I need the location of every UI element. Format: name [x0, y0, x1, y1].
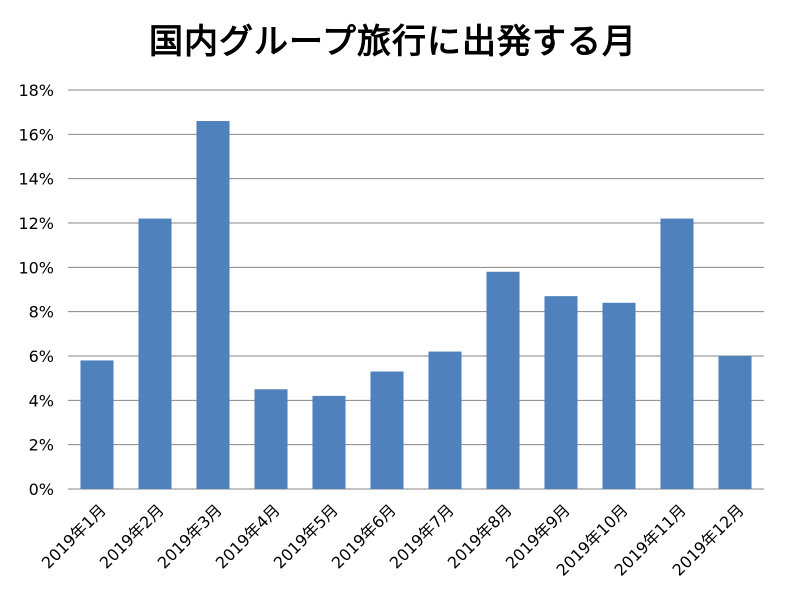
bar — [428, 351, 462, 489]
bar — [138, 218, 172, 490]
bar — [312, 395, 346, 489]
y-tick-label: 6% — [29, 347, 54, 366]
y-tick-label: 2% — [29, 436, 54, 455]
bar — [660, 218, 694, 490]
bar — [602, 302, 636, 489]
bar — [718, 356, 752, 489]
bar — [544, 296, 578, 489]
y-tick-label: 4% — [29, 391, 54, 410]
y-tick-label: 14% — [18, 170, 54, 189]
y-axis-ticks: 0% 2% 4% 6% 8% 10% 12% 14% 16% 18% — [18, 81, 54, 499]
gridlines — [68, 89, 764, 490]
bar — [370, 371, 404, 489]
y-tick-label: 16% — [18, 125, 54, 144]
bar — [486, 271, 520, 489]
y-tick-label: 12% — [18, 214, 54, 233]
y-tick-label: 0% — [29, 480, 54, 499]
bar — [196, 121, 230, 490]
y-tick-label: 18% — [18, 81, 54, 100]
y-tick-label: 10% — [18, 258, 54, 277]
bar — [80, 360, 114, 489]
x-axis-ticks: 2019年1月2019年2月2019年3月2019年4月2019年5月2019年… — [38, 500, 748, 579]
bar-series — [80, 121, 752, 490]
chart-title: 国内グループ旅行に出発する月 — [149, 22, 637, 62]
bar — [254, 389, 288, 489]
y-tick-label: 8% — [29, 303, 54, 322]
